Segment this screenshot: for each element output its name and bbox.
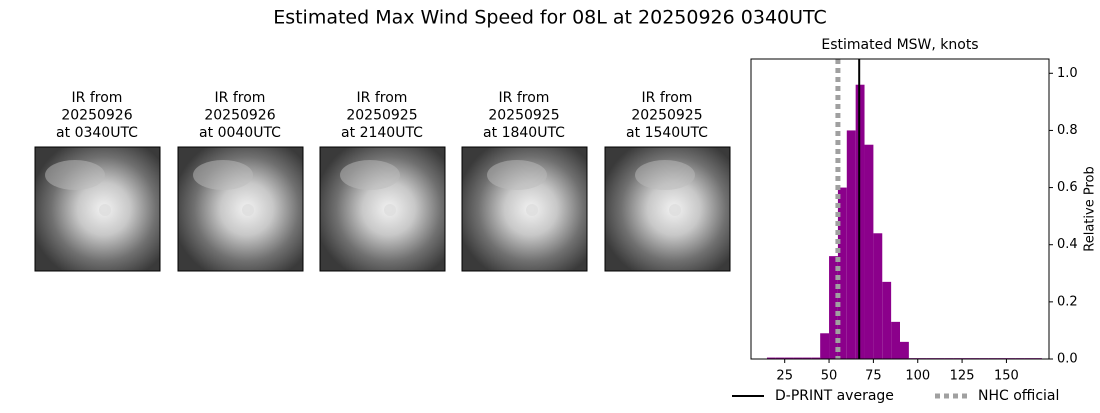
x-tick-label: 100: [905, 369, 930, 384]
bar: [829, 256, 838, 359]
panel-title: at 0340UTC: [56, 125, 138, 141]
legend-label: NHC official: [978, 388, 1059, 404]
panel-title: at 1840UTC: [483, 125, 565, 141]
y-tick-label: 0.0: [1057, 352, 1078, 367]
panel-title: 20250925: [346, 108, 417, 124]
bar: [820, 333, 830, 359]
bar: [900, 341, 909, 359]
panel-title: IR from: [215, 90, 266, 106]
panel-title: at 2140UTC: [341, 125, 423, 141]
x-tick-label: 150: [994, 369, 1019, 384]
panel-title: at 0040UTC: [199, 125, 281, 141]
bar: [846, 130, 856, 359]
y-tick-label: 0.8: [1057, 123, 1078, 138]
cloud: [487, 160, 547, 190]
bar: [891, 321, 900, 359]
y-axis-title: Relative Prob: [1083, 166, 1098, 251]
x-tick-label: 50: [821, 369, 838, 384]
x-tick-label: 75: [865, 369, 882, 384]
bar: [784, 357, 794, 359]
eye: [384, 204, 396, 216]
cloud: [45, 160, 105, 190]
cloud: [635, 160, 695, 190]
panel-title: IR from: [642, 90, 693, 106]
bar: [837, 187, 847, 359]
eye: [99, 204, 111, 216]
eye: [242, 204, 254, 216]
figure-title: Estimated Max Wind Speed for 08L at 2025…: [273, 7, 827, 29]
y-tick-label: 0.4: [1057, 237, 1078, 252]
bar: [766, 357, 776, 359]
panel-title: 20250925: [631, 108, 702, 124]
panel-title: IR from: [499, 90, 550, 106]
bar: [873, 233, 883, 359]
panel-title: 20250926: [204, 108, 275, 124]
panel-title: IR from: [72, 90, 123, 106]
panel-title: IR from: [357, 90, 408, 106]
legend-label: D-PRINT average: [775, 388, 894, 404]
bar: [882, 281, 892, 359]
axis-title: Estimated MSW, knots: [821, 37, 978, 53]
eye: [526, 204, 538, 216]
bar: [793, 357, 803, 359]
cloud: [193, 160, 253, 190]
panel-title: 20250926: [61, 108, 132, 124]
bar: [864, 144, 874, 359]
bar: [775, 357, 785, 359]
plot-frame: [750, 58, 1050, 360]
x-tick-label: 25: [776, 369, 793, 384]
bar: [802, 357, 812, 359]
cloud: [340, 160, 400, 190]
y-tick-label: 1.0: [1057, 66, 1078, 81]
eye: [669, 204, 681, 216]
bar: [811, 357, 821, 359]
x-tick-label: 125: [950, 369, 975, 384]
y-tick-label: 0.6: [1057, 180, 1078, 195]
y-tick-label: 0.2: [1057, 294, 1078, 309]
panel-title: 20250925: [488, 108, 559, 124]
panel-title: at 1540UTC: [626, 125, 708, 141]
